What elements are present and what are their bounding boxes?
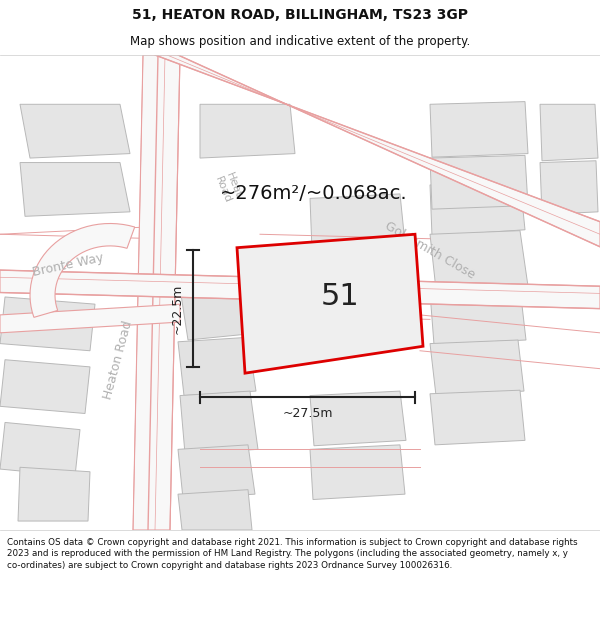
- Text: 51, HEATON ROAD, BILLINGHAM, TS23 3GP: 51, HEATON ROAD, BILLINGHAM, TS23 3GP: [132, 8, 468, 22]
- Polygon shape: [0, 297, 95, 351]
- Polygon shape: [430, 181, 525, 236]
- Polygon shape: [430, 390, 525, 445]
- Text: Contains OS data © Crown copyright and database right 2021. This information is : Contains OS data © Crown copyright and d…: [7, 538, 578, 570]
- Polygon shape: [430, 231, 528, 290]
- Polygon shape: [0, 304, 180, 333]
- Text: Heaton Road: Heaton Road: [101, 319, 135, 401]
- Polygon shape: [30, 224, 135, 318]
- Polygon shape: [430, 102, 528, 157]
- Text: Map shows position and indicative extent of the property.: Map shows position and indicative extent…: [130, 35, 470, 48]
- Text: 51: 51: [320, 282, 359, 311]
- Polygon shape: [180, 284, 260, 340]
- Text: Bronte Way: Bronte Way: [31, 252, 105, 279]
- Polygon shape: [0, 422, 80, 476]
- Polygon shape: [178, 489, 252, 530]
- Polygon shape: [540, 161, 598, 214]
- Polygon shape: [180, 391, 258, 454]
- Text: ~27.5m: ~27.5m: [282, 407, 333, 420]
- Polygon shape: [310, 194, 405, 251]
- Polygon shape: [20, 104, 130, 158]
- Polygon shape: [20, 162, 130, 216]
- Polygon shape: [310, 391, 406, 446]
- Text: ~276m²/~0.068ac.: ~276m²/~0.068ac.: [220, 184, 407, 203]
- Polygon shape: [155, 55, 600, 247]
- Polygon shape: [178, 338, 256, 396]
- Text: Goldsmith Close: Goldsmith Close: [383, 219, 478, 281]
- Polygon shape: [200, 104, 295, 158]
- Polygon shape: [133, 55, 180, 530]
- Polygon shape: [430, 288, 526, 344]
- Polygon shape: [430, 156, 528, 209]
- Text: ~22.5m: ~22.5m: [170, 284, 184, 334]
- Polygon shape: [430, 340, 524, 396]
- Polygon shape: [178, 445, 255, 499]
- Polygon shape: [0, 270, 600, 309]
- Polygon shape: [310, 445, 405, 499]
- Polygon shape: [540, 104, 598, 161]
- Text: Heat
Road: Heat Road: [213, 171, 243, 204]
- Polygon shape: [18, 468, 90, 521]
- Polygon shape: [310, 243, 408, 306]
- Polygon shape: [237, 234, 423, 373]
- Polygon shape: [0, 360, 90, 414]
